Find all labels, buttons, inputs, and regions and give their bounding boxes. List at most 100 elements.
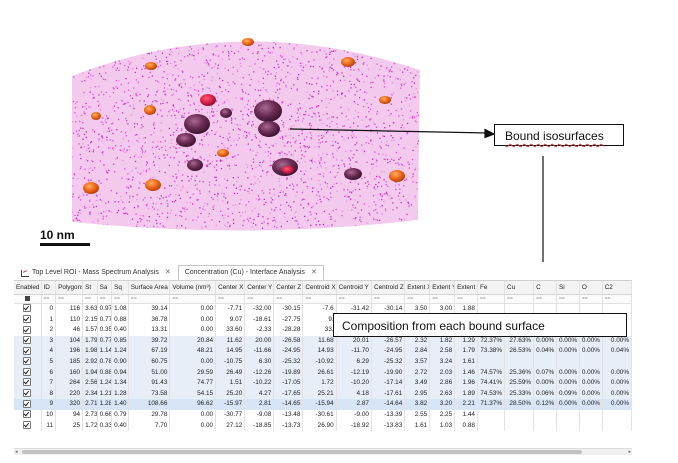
column-header[interactable]: Enabled — [14, 281, 42, 295]
table-row[interactable]: 6 160 1.94 0.88 0.94 51.00 29.59 26.49 -12.26 -19… — [14, 367, 632, 379]
enabled-checkbox[interactable] — [23, 314, 32, 323]
enabled-checkbox[interactable] — [23, 389, 32, 398]
table-cell: 7.70 — [128, 420, 171, 432]
column-filter[interactable]: == — [215, 294, 246, 304]
column-filter[interactable]: == — [504, 294, 535, 304]
table-row[interactable]: 9 320 2.71 1.28 1.40 108.66 96.62 -15.97 2.81 -14… — [14, 399, 632, 410]
filter-toggle[interactable] — [14, 294, 42, 304]
enabled-cell[interactable] — [14, 399, 42, 410]
column-header[interactable]: Sa — [97, 281, 113, 295]
enabled-cell[interactable] — [14, 314, 42, 326]
tab-interface-analysis[interactable]: Concentration (Cu) - Interface Analysis … — [177, 265, 324, 280]
tab-mass-spectrum-analysis[interactable]: Top Level ROI - Mass Spectrum Analysis ✕ — [14, 265, 178, 281]
column-header[interactable]: Cu — [504, 281, 535, 295]
column-filter[interactable]: == — [128, 294, 171, 304]
column-header[interactable]: C — [533, 281, 557, 295]
table-row[interactable]: 11 25 1.72 0.33 0.40 7.70 0.00 27.12 -18.85 -13.7… — [14, 420, 632, 432]
scrollbar-thumb[interactable] — [22, 450, 582, 454]
enabled-checkbox[interactable] — [23, 367, 32, 376]
column-filter[interactable]: == — [404, 294, 431, 304]
horizontal-scrollbar[interactable]: ◂ ▸ — [14, 448, 632, 455]
column-header[interactable]: Surface Area — [128, 281, 171, 295]
enabled-checkbox[interactable] — [23, 346, 32, 355]
column-header[interactable]: Center Y — [244, 281, 275, 295]
table-cell: 0.00% — [579, 335, 603, 347]
table-cell — [504, 356, 535, 368]
table-cell: 0.07% — [533, 367, 557, 379]
column-filter[interactable]: == — [169, 294, 217, 304]
table-row[interactable]: 4 196 1.98 1.14 1.24 67.19 48.21 14.95 -11.66 -24… — [14, 346, 632, 357]
column-filter[interactable]: == — [477, 294, 506, 304]
table-cell: 0.33 — [97, 420, 113, 432]
enabled-cell[interactable] — [14, 409, 42, 421]
column-filter[interactable]: == — [111, 294, 129, 304]
purple-isosurface — [344, 168, 362, 180]
close-icon[interactable]: ✕ — [164, 269, 171, 276]
enabled-checkbox[interactable] — [23, 410, 32, 419]
enabled-cell[interactable] — [14, 367, 42, 379]
column-filter[interactable]: == — [429, 294, 456, 304]
column-filter[interactable]: == — [336, 294, 373, 304]
column-header[interactable]: Sq — [111, 281, 129, 295]
column-filter[interactable]: == — [273, 294, 304, 304]
column-filter[interactable]: == — [579, 294, 603, 304]
table-row[interactable]: 7 264 2.56 1.24 1.34 91.43 74.77 1.51 -10.22 -17.… — [14, 378, 632, 389]
enabled-checkbox[interactable] — [23, 378, 32, 387]
enabled-cell[interactable] — [14, 303, 42, 315]
column-header[interactable]: Extent Y — [429, 281, 456, 295]
column-header[interactable]: Polygons — [55, 281, 84, 295]
enabled-cell[interactable] — [14, 356, 42, 368]
enabled-cell[interactable] — [14, 378, 42, 389]
table-row[interactable]: 5 185 2.92 0.78 0.90 60.75 0.00 -10.75 6.30 -25.3… — [14, 356, 632, 368]
column-header[interactable]: St — [82, 281, 98, 295]
enabled-checkbox[interactable] — [23, 399, 32, 408]
column-filter[interactable]: == — [533, 294, 557, 304]
column-filter[interactable]: == — [41, 294, 57, 304]
column-header[interactable]: ID — [41, 281, 57, 295]
column-filter[interactable]: == — [371, 294, 406, 304]
table-row[interactable]: 10 94 2.73 0.66 0.79 29.78 0.00 -30.77 -9.08 -13.… — [14, 409, 632, 421]
column-filter[interactable]: == — [244, 294, 275, 304]
column-filter[interactable]: == — [55, 294, 84, 304]
enabled-cell[interactable] — [14, 388, 42, 400]
table-row[interactable]: 0 116 3.63 0.97 1.08 39.14 0.00 -7.71 -32.00 -30.… — [14, 303, 632, 315]
column-filter[interactable]: == — [556, 294, 580, 304]
column-filter[interactable]: == — [602, 294, 632, 304]
column-header[interactable]: Center Z — [273, 281, 304, 295]
enabled-cell[interactable] — [14, 420, 42, 432]
table-row[interactable]: 8 220 2.34 1.21 1.28 73.58 54.15 25.20 4.27 -17.6… — [14, 388, 632, 400]
table-cell: 104 — [55, 335, 84, 347]
isosurface-3d-view[interactable] — [0, 0, 678, 262]
column-header[interactable]: Si — [556, 281, 580, 295]
enabled-cell[interactable] — [14, 325, 42, 336]
close-icon[interactable]: ✕ — [310, 269, 317, 276]
enabled-checkbox[interactable] — [23, 357, 32, 366]
column-header[interactable]: Fe — [477, 281, 506, 295]
table-cell: 25.59% — [504, 378, 535, 389]
column-header[interactable]: Centroid X — [302, 281, 337, 295]
column-header[interactable]: O — [579, 281, 603, 295]
column-filter[interactable]: == — [97, 294, 113, 304]
column-header[interactable]: Center X — [215, 281, 246, 295]
column-filter[interactable]: == — [454, 294, 478, 304]
isosurface-data-grid[interactable]: Enabled ID Polygons St Sa Sq Surface Area Volum… — [14, 280, 632, 449]
filter-square-icon[interactable] — [24, 296, 30, 302]
column-header[interactable]: Centroid Z — [371, 281, 406, 295]
column-filter[interactable]: == — [82, 294, 98, 304]
column-header[interactable]: Extent X — [404, 281, 431, 295]
scroll-left-icon[interactable]: ◂ — [15, 449, 18, 455]
enabled-cell[interactable] — [14, 335, 42, 347]
table-row[interactable]: 3 104 1.79 0.77 0.85 39.72 20.84 11.62 20.00 -26.… — [14, 335, 632, 347]
column-header[interactable]: Centroid Y — [336, 281, 373, 295]
enabled-cell[interactable] — [14, 346, 42, 357]
enabled-checkbox[interactable] — [23, 325, 32, 334]
scroll-right-icon[interactable]: ▸ — [628, 449, 631, 455]
enabled-checkbox[interactable] — [23, 420, 32, 429]
column-header[interactable]: Extent Z — [454, 281, 478, 295]
column-header[interactable]: C2 — [602, 281, 632, 295]
enabled-checkbox[interactable] — [23, 304, 32, 313]
table-cell — [602, 356, 632, 368]
column-header[interactable]: Volume (nm³) — [169, 281, 217, 295]
enabled-checkbox[interactable] — [23, 336, 32, 345]
column-filter[interactable]: == — [302, 294, 337, 304]
